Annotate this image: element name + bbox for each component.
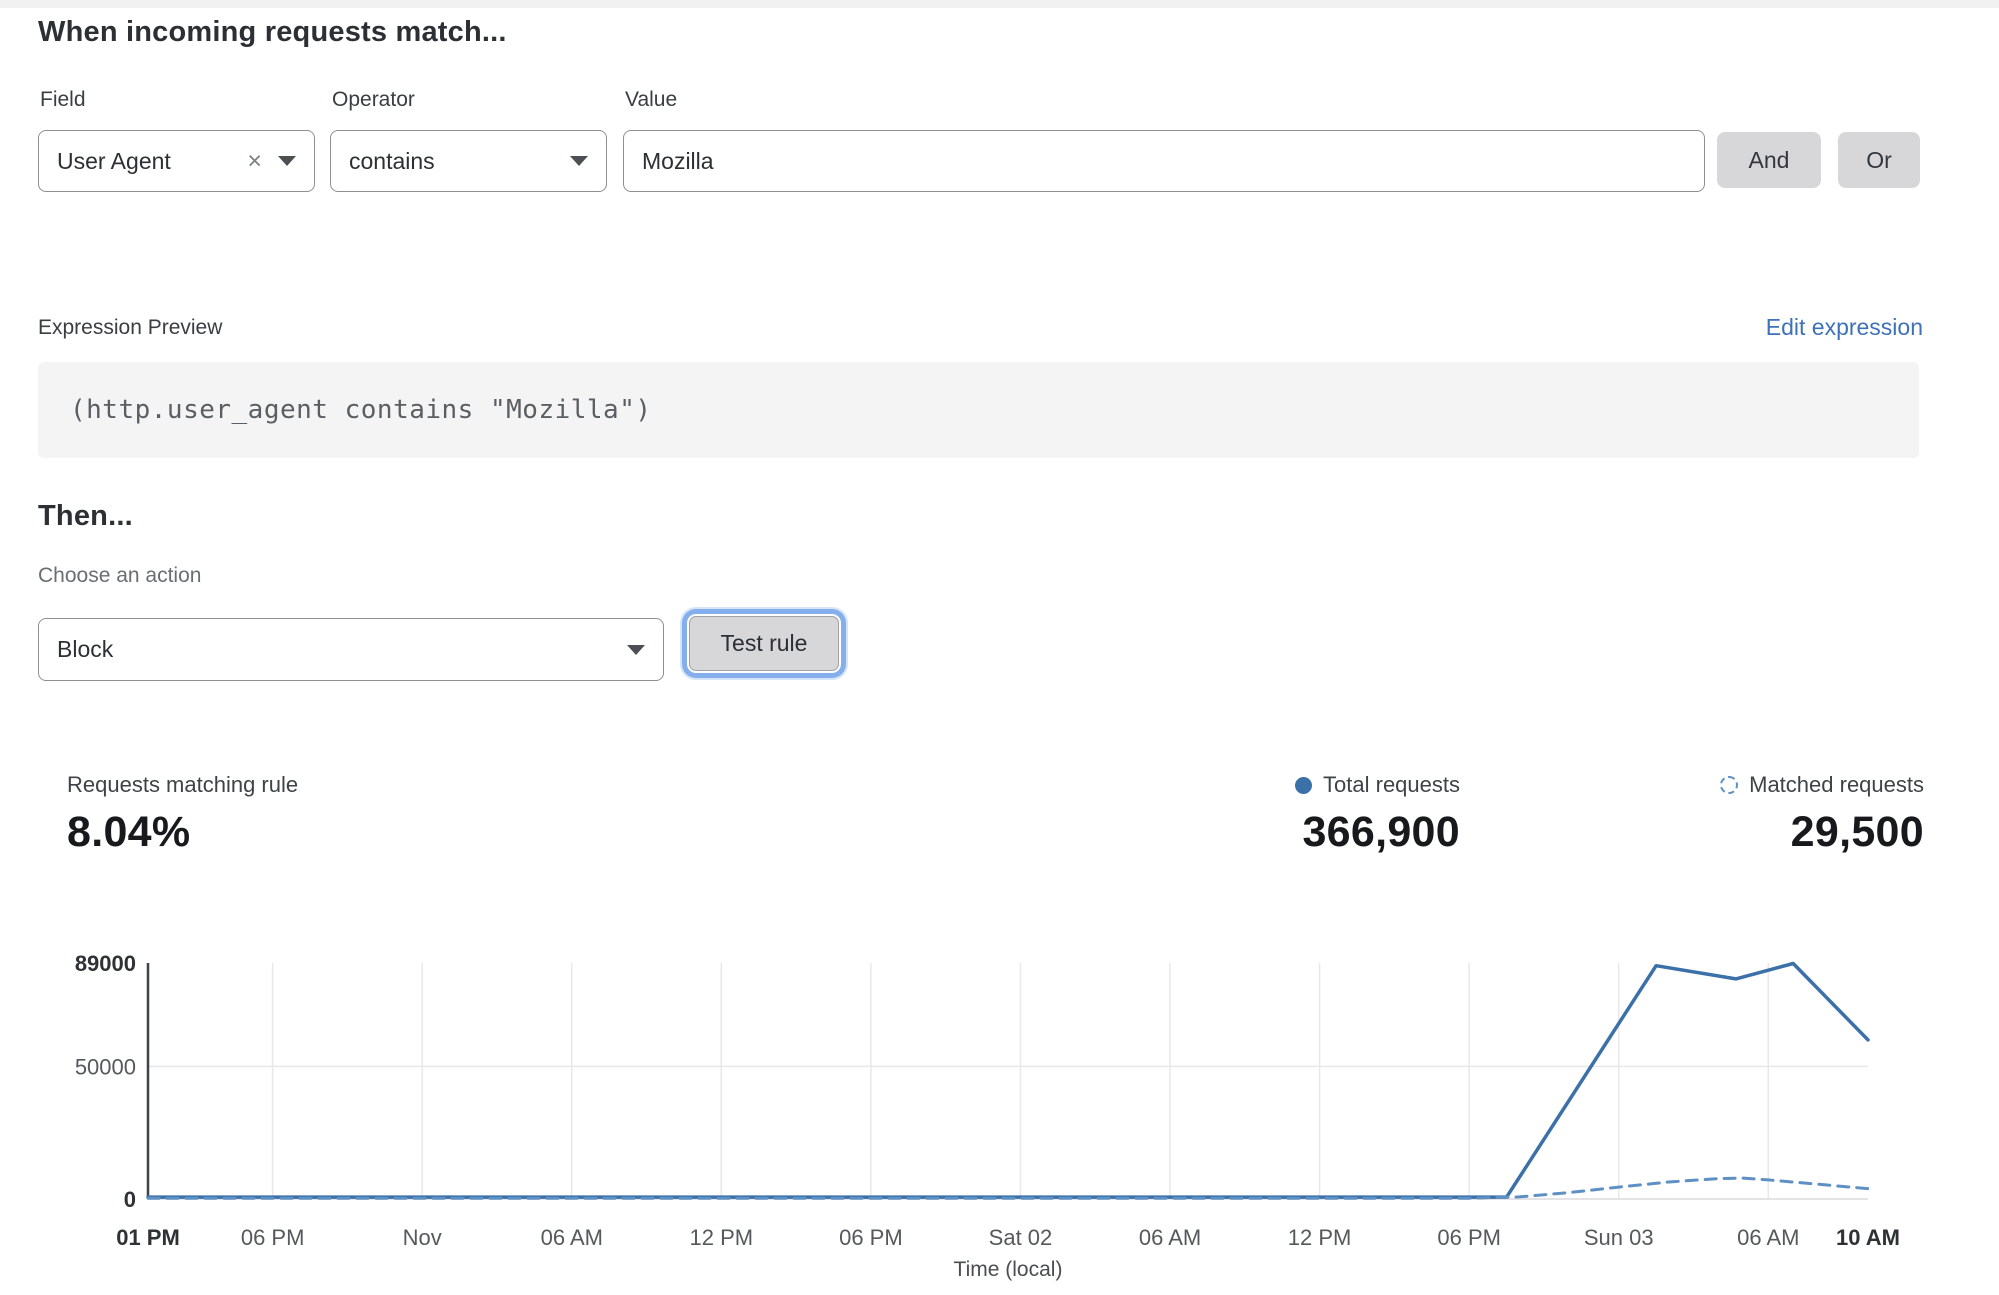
svg-text:06 PM: 06 PM — [241, 1225, 305, 1250]
matched-requests-label: Matched requests — [1749, 772, 1924, 797]
total-requests-label: Total requests — [1323, 772, 1460, 797]
then-heading: Then... — [38, 500, 133, 532]
action-select-value: Block — [57, 636, 114, 662]
svg-text:06 AM: 06 AM — [541, 1225, 603, 1250]
chevron-down-icon[interactable] — [570, 156, 588, 166]
total-requests-value: 366,900 — [1302, 808, 1460, 856]
expression-preview-label: Expression Preview — [38, 316, 223, 339]
choose-action-label: Choose an action — [38, 564, 202, 587]
field-select[interactable]: User Agent × — [38, 130, 315, 192]
value-label: Value — [625, 88, 678, 111]
svg-text:06 AM: 06 AM — [1737, 1225, 1799, 1250]
chevron-down-icon[interactable] — [278, 156, 296, 166]
matched-requests-stat: Matched requests 29,500 — [1720, 772, 1924, 857]
requests-matching-label: Requests matching rule — [67, 772, 299, 797]
or-button[interactable]: Or — [1838, 132, 1920, 188]
svg-text:0: 0 — [124, 1187, 136, 1212]
expression-code: (http.user_agent contains "Mozilla") — [70, 395, 652, 425]
total-requests-stat: Total requests 366,900 — [1295, 772, 1460, 857]
requests-time-series-chart: 0 50000 89000 01 PM 06 PM Nov 06 AM 12 PM 06 PM S… — [75, 951, 1900, 1281]
chevron-down-icon[interactable] — [627, 644, 645, 655]
and-button[interactable]: And — [1717, 132, 1821, 188]
action-select[interactable]: Block — [38, 618, 664, 681]
requests-matching-value: 8.04% — [67, 808, 191, 856]
matched-requests-legend-dashed-circle-icon — [1720, 776, 1739, 794]
svg-text:Nov: Nov — [403, 1225, 442, 1250]
svg-text:06 PM: 06 PM — [1437, 1225, 1501, 1250]
clear-field-icon[interactable]: × — [247, 146, 262, 175]
operator-select-value: contains — [349, 147, 435, 174]
test-rule-button[interactable]: Test rule — [689, 616, 839, 671]
svg-text:12 PM: 12 PM — [1288, 1225, 1352, 1250]
matched-requests-value: 29,500 — [1790, 808, 1924, 856]
svg-text:06 AM: 06 AM — [1139, 1225, 1201, 1250]
svg-text:01 PM: 01 PM — [116, 1225, 180, 1250]
when-requests-match-heading: When incoming requests match... — [38, 16, 507, 48]
edit-expression-link[interactable]: Edit expression — [1765, 314, 1923, 340]
expression-code-block: (http.user_agent contains "Mozilla") — [38, 362, 1919, 458]
svg-text:Time (local): Time (local) — [954, 1258, 1063, 1281]
svg-text:10 AM: 10 AM — [1836, 1225, 1900, 1250]
svg-text:Sun 03: Sun 03 — [1584, 1225, 1654, 1250]
field-select-value: User Agent — [57, 147, 171, 174]
total-requests-legend-dot-icon — [1295, 776, 1313, 794]
operator-select[interactable]: contains — [330, 130, 607, 192]
svg-text:89000: 89000 — [75, 951, 136, 976]
svg-text:12 PM: 12 PM — [690, 1225, 754, 1250]
svg-text:06 PM: 06 PM — [839, 1225, 903, 1250]
operator-label: Operator — [332, 88, 415, 111]
svg-text:50000: 50000 — [75, 1054, 136, 1079]
svg-text:Sat 02: Sat 02 — [989, 1225, 1053, 1250]
value-input[interactable] — [642, 131, 1686, 191]
value-input-wrap — [623, 130, 1705, 192]
requests-matching-stat: Requests matching rule 8.04% — [67, 772, 298, 857]
field-label: Field — [40, 88, 86, 111]
page-top-edge — [0, 0, 1999, 8]
